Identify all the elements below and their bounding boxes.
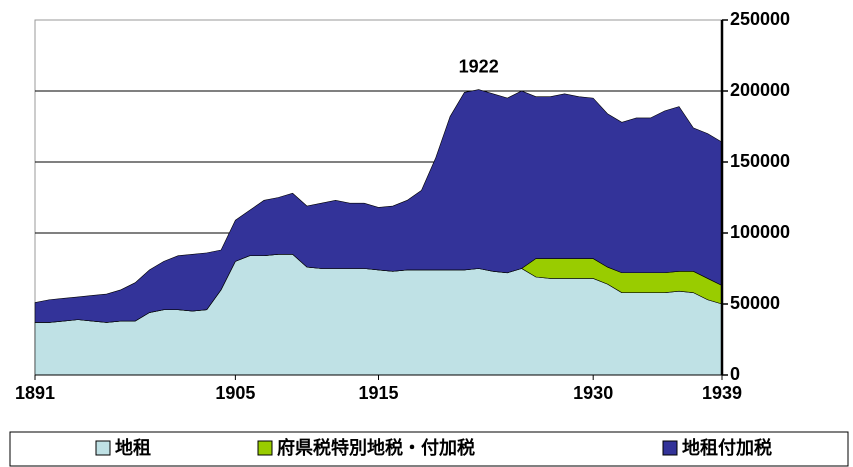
- y-tick-label: 50000: [730, 293, 780, 313]
- legend-swatch: [662, 440, 678, 456]
- x-tick-label: 1915: [358, 383, 398, 403]
- x-tick-label: 1891: [15, 383, 55, 403]
- legend-label: 府県税特別地税・付加税: [277, 437, 475, 458]
- y-tick-label: 250000: [730, 9, 790, 29]
- legend-label: 地租: [115, 437, 151, 458]
- y-tick-label: 200000: [730, 80, 790, 100]
- legend-swatch: [95, 440, 111, 456]
- x-tick-label: 1930: [573, 383, 613, 403]
- legend-swatch: [257, 440, 273, 456]
- y-tick-label: 0: [730, 364, 740, 384]
- annotation: 1922: [459, 56, 499, 76]
- x-tick-label: 1939: [702, 383, 742, 403]
- legend-label: 地租付加税: [682, 437, 772, 458]
- y-tick-label: 100000: [730, 222, 790, 242]
- x-tick-label: 1905: [215, 383, 255, 403]
- legend-frame: [9, 431, 849, 467]
- y-tick-label: 150000: [730, 151, 790, 171]
